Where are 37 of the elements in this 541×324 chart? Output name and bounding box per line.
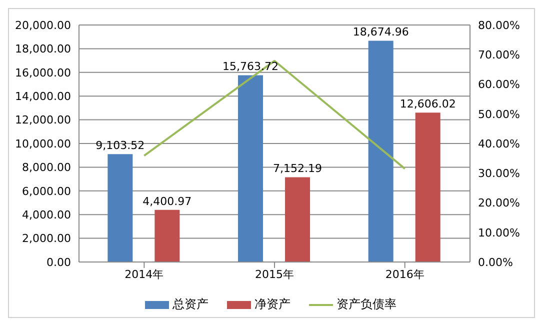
- data-label: 9,103.52: [96, 139, 145, 152]
- y2-tick-label: 30.00%: [478, 167, 520, 180]
- y-tick-label: 18,000.00: [15, 42, 71, 56]
- bar: [238, 75, 264, 262]
- data-label: 18,674.96: [352, 26, 409, 39]
- y-tick-label: 4,000.00: [22, 208, 71, 222]
- y2-tick-label: 20.00%: [478, 196, 520, 210]
- x-tick-label: 2014年: [124, 268, 164, 281]
- y2-tick-label: 70.00%: [478, 48, 520, 62]
- legend-label: 资产负债率: [336, 296, 396, 313]
- y2-tick-label: 10.00%: [478, 226, 520, 240]
- y2-tick-label: 0.00%: [478, 256, 513, 269]
- data-label: 12,606.02: [400, 98, 456, 111]
- y-tick-label: 6,000.00: [22, 184, 71, 198]
- bar: [285, 177, 310, 262]
- data-label: 4,400.97: [142, 194, 192, 208]
- y-tick-label: 14,000.00: [15, 90, 71, 104]
- y2-tick-label: 60.00%: [478, 78, 520, 92]
- y2-tick-label: 80.00%: [478, 18, 520, 32]
- y-tick-label: 2,000.00: [22, 232, 71, 246]
- bar: [368, 40, 394, 262]
- y-tick-label: 8,000.00: [22, 161, 71, 174]
- y2-tick-label: 50.00%: [478, 108, 520, 121]
- bar: [415, 112, 440, 262]
- y-tick-label: 10,000.00: [15, 137, 71, 150]
- bar: [154, 210, 180, 262]
- y2-tick-label: 40.00%: [478, 137, 520, 150]
- data-label: 7,152.19: [273, 162, 322, 176]
- bar: [108, 154, 133, 262]
- y-tick-label: 0.00: [46, 256, 71, 269]
- x-tick-label: 2016年: [385, 268, 424, 281]
- y-tick-label: 20,000.00: [15, 18, 71, 32]
- legend-label: 净资产: [254, 296, 290, 313]
- legend-label: 总资产: [172, 296, 208, 313]
- x-tick-label: 2015年: [255, 268, 294, 281]
- y-tick-label: 16,000.00: [15, 66, 71, 80]
- y-tick-label: 12,000.00: [15, 114, 71, 127]
